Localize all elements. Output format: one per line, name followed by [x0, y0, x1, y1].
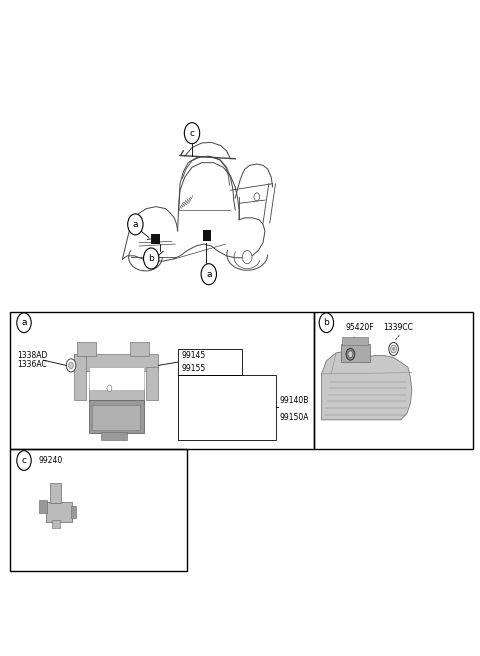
Bar	[10, 312, 314, 449]
Text: 1336AC: 1336AC	[17, 360, 47, 369]
Bar	[89, 367, 144, 390]
Text: a: a	[21, 318, 27, 327]
Bar	[46, 502, 72, 522]
Text: 99150A: 99150A	[280, 413, 309, 422]
Bar	[10, 449, 187, 571]
Bar	[39, 500, 47, 513]
Text: 99155: 99155	[181, 364, 206, 373]
Bar	[178, 349, 242, 375]
Text: 99240: 99240	[38, 456, 63, 465]
Text: 95420F: 95420F	[346, 323, 374, 333]
Circle shape	[201, 264, 216, 285]
Circle shape	[391, 345, 396, 353]
Text: c: c	[190, 129, 194, 138]
Text: 99140B: 99140B	[280, 396, 309, 405]
Circle shape	[107, 385, 112, 392]
Text: b: b	[148, 254, 154, 263]
Polygon shape	[322, 351, 412, 420]
Bar	[314, 312, 473, 449]
Bar	[71, 506, 76, 518]
Bar	[74, 354, 86, 400]
Circle shape	[17, 451, 31, 470]
Circle shape	[184, 123, 200, 144]
Bar	[203, 230, 211, 241]
Text: b: b	[324, 318, 329, 327]
Circle shape	[242, 251, 252, 264]
Text: 99145: 99145	[181, 351, 206, 360]
Bar	[342, 337, 368, 345]
Bar	[52, 520, 60, 528]
Bar	[146, 367, 158, 400]
Bar	[92, 405, 140, 430]
Circle shape	[17, 313, 31, 333]
Circle shape	[254, 193, 260, 201]
Text: a: a	[206, 270, 212, 279]
Circle shape	[69, 362, 73, 369]
Circle shape	[66, 359, 76, 372]
Bar	[341, 344, 370, 362]
Bar	[77, 342, 96, 356]
Circle shape	[319, 313, 334, 333]
Bar	[101, 432, 127, 440]
Text: 1339CC: 1339CC	[383, 323, 413, 333]
Bar	[89, 400, 144, 433]
Circle shape	[348, 351, 353, 358]
Circle shape	[144, 248, 159, 269]
Bar	[74, 354, 158, 371]
Circle shape	[128, 214, 143, 235]
Text: a: a	[132, 220, 138, 229]
Text: c: c	[22, 456, 26, 465]
Circle shape	[389, 342, 398, 356]
Bar	[50, 483, 61, 503]
Bar	[178, 375, 276, 440]
Text: 1338AD: 1338AD	[17, 351, 47, 360]
Bar	[130, 342, 149, 356]
Bar	[89, 388, 144, 401]
Bar	[151, 234, 160, 244]
Circle shape	[346, 348, 355, 360]
Circle shape	[393, 348, 395, 350]
